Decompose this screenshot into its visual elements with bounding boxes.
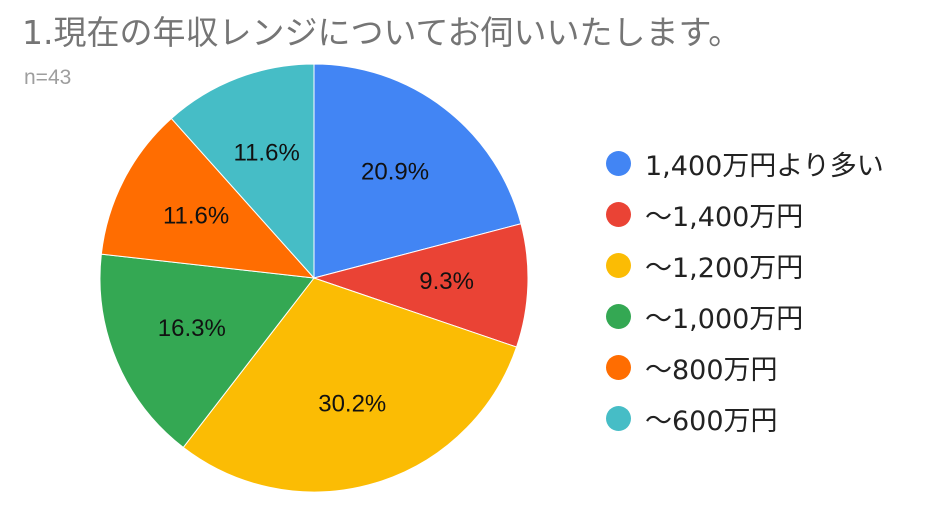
legend-label: 〜1,000万円 [645, 304, 804, 335]
slice-data-label: 16.3% [158, 315, 226, 342]
legend-item: 〜800万円 [606, 342, 884, 393]
chart-legend: 1,400万円より多い 〜1,400万円 〜1,200万円 〜1,000万円 〜800万… [606, 138, 884, 444]
pie-slice-3 [99, 253, 315, 449]
pie-slice-0 [313, 63, 522, 279]
legend-item: 1,400万円より多い [606, 138, 884, 189]
pie-slice-1 [312, 223, 529, 348]
legend-item: 〜1,400万円 [606, 189, 884, 240]
pie-slice-2 [182, 277, 518, 493]
chart-title: 1.現在の年収レンジについてお伺いいたします。 [22, 13, 742, 52]
slice-data-label: 30.2% [318, 390, 386, 417]
legend-swatch [606, 304, 631, 329]
slice-data-label: 9.3% [419, 268, 474, 295]
legend-swatch [606, 355, 631, 380]
pie-slice-4 [100, 117, 316, 279]
legend-swatch [606, 253, 631, 278]
legend-item: 〜1,200万円 [606, 240, 884, 291]
pie-slice-5 [170, 63, 315, 280]
legend-item: 〜600万円 [606, 393, 884, 444]
legend-swatch [606, 406, 631, 431]
legend-label: 〜1,200万円 [645, 253, 804, 284]
legend-item: 〜1,000万円 [606, 291, 884, 342]
legend-swatch [606, 151, 631, 176]
legend-label: 〜600万円 [645, 406, 778, 437]
legend-label: 〜1,400万円 [645, 202, 804, 233]
legend-swatch [606, 202, 631, 227]
slice-data-label: 20.9% [361, 158, 429, 185]
slice-data-label: 11.6% [163, 202, 229, 229]
legend-label: 1,400万円より多い [645, 151, 884, 182]
legend-label: 〜800万円 [645, 355, 778, 386]
slice-data-label: 11.6% [234, 139, 300, 166]
chart-subtitle: n=43 [24, 66, 72, 89]
